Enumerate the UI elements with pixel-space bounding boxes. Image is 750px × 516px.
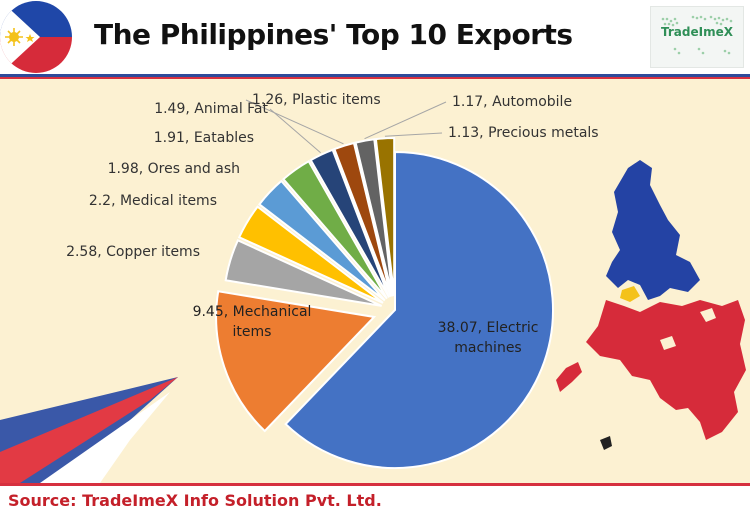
data-label-medical-items: 2.2, Medical items bbox=[89, 193, 217, 209]
leader-line bbox=[269, 108, 321, 154]
data-label-plastic-items: 1.26, Plastic items bbox=[252, 92, 381, 108]
flag-swoosh-decoration bbox=[0, 377, 178, 483]
pie-chart: 38.07, Electric machines 9.45, Mechanical i… bbox=[0, 92, 746, 483]
pie-slice-automobile bbox=[354, 138, 394, 297]
bottom-red-band bbox=[0, 483, 750, 486]
tradeimex-logo: TradeImeX bbox=[650, 6, 744, 68]
footer: Source: TradeImeX Info Solution Pvt. Ltd… bbox=[0, 486, 750, 516]
pie-slice-eatables bbox=[282, 159, 388, 300]
data-label-copper-items: 2.58, Copper items bbox=[66, 244, 200, 260]
pie-slice-electric-machines bbox=[284, 150, 554, 469]
philippines-map-icon bbox=[556, 160, 746, 450]
top-red-band bbox=[0, 77, 750, 79]
pie-slice-animal-fat bbox=[309, 148, 390, 298]
top-blue-band bbox=[0, 74, 750, 77]
pie-slice-ores-and-ash bbox=[257, 179, 386, 302]
pie-slice-medical-items bbox=[237, 205, 384, 304]
data-label-animal-fat: 1.49, Animal Fat bbox=[154, 101, 268, 117]
leader-line bbox=[384, 132, 443, 137]
logo-text: TradeImeX bbox=[661, 25, 733, 39]
data-label-precious-metals: 1.13, Precious metals bbox=[448, 125, 599, 141]
chart-area: 38.07, Electric machines 9.45, Mechanical i… bbox=[0, 79, 750, 483]
header: The Philippines' Top 10 Exports TradeIme… bbox=[0, 0, 750, 76]
page-title: The Philippines' Top 10 Exports bbox=[94, 18, 573, 51]
data-label-electric-machines: 38.07, Electric machines bbox=[438, 320, 539, 356]
leader-line bbox=[245, 99, 344, 145]
world-map-dots-icon bbox=[661, 15, 733, 55]
data-label-mechanical-items: 9.45, Mechanical items bbox=[193, 304, 312, 340]
pie-slice-mechanical-items bbox=[215, 290, 377, 433]
pie-slice-plastic-items bbox=[333, 141, 392, 297]
data-label-eatables: 1.91, Eatables bbox=[154, 130, 254, 146]
philippines-flag-icon bbox=[0, 1, 72, 73]
pie-slice-precious-metals bbox=[374, 137, 396, 297]
source-note: Source: TradeImeX Info Solution Pvt. Ltd… bbox=[8, 491, 382, 510]
pie-slice-copper-items bbox=[224, 239, 383, 307]
data-label-ores-and-ash: 1.98, Ores and ash bbox=[108, 161, 240, 177]
data-label-automobile: 1.17, Automobile bbox=[452, 94, 572, 110]
leader-line bbox=[364, 101, 447, 140]
